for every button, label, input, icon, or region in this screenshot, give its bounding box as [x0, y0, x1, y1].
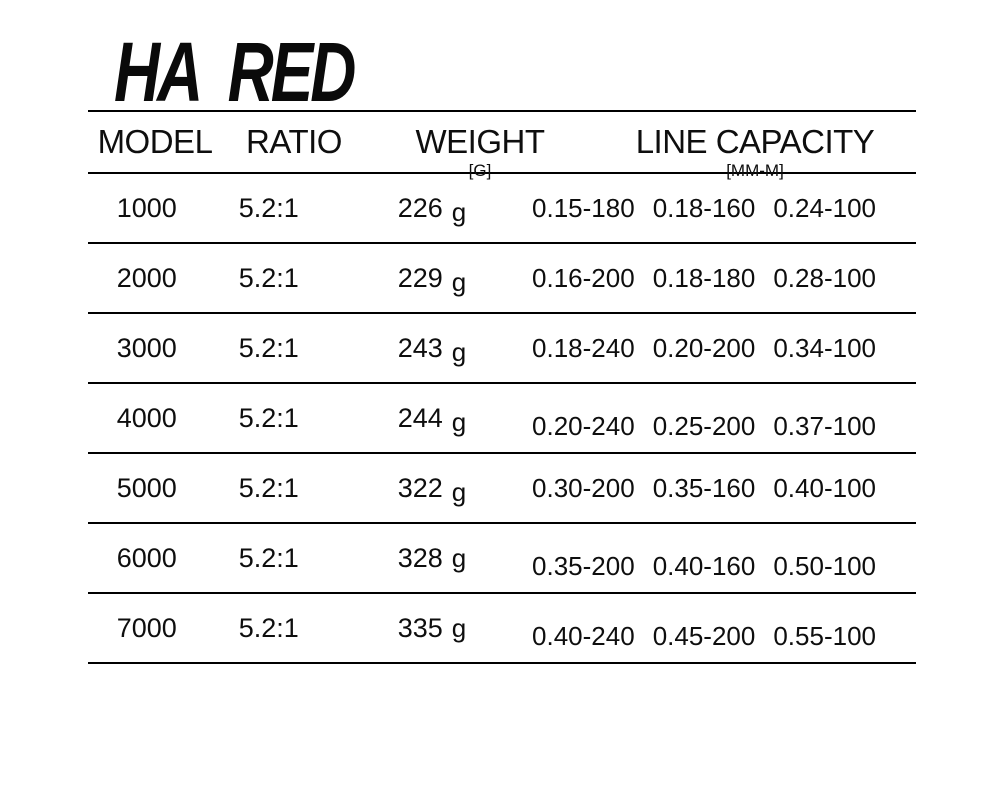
weight-cell: 328 g: [332, 543, 532, 574]
ratio-cell: 5.2:1: [238, 542, 299, 573]
weight-unit: g: [451, 542, 467, 573]
brand-title: HA RED: [114, 25, 356, 119]
weight-unit: g: [451, 476, 467, 507]
ratio-cell: 5.2:1: [238, 262, 299, 293]
header-model: MODEL: [88, 112, 222, 160]
capacity-cell: 0.40-240 0.45-200 0.55-100: [532, 621, 916, 652]
ratio-cell: 5.2:1: [238, 612, 299, 643]
capacity-value-2: 0.40-160: [652, 550, 756, 581]
ratio-cell: 5.2:1: [238, 472, 299, 503]
table-header-row: MODEL RATIO WEIGHT [G] LINE CAPACITY [MM…: [88, 110, 916, 179]
model-cell: 5000: [116, 472, 177, 503]
header-ratio-label: RATIO: [246, 123, 342, 160]
capacity-cell: 0.30-200 0.35-160 0.40-100: [532, 473, 916, 504]
weight-value: 243: [397, 332, 443, 363]
table-row-1000: 1000 5.2:1 226 g 0.15-180 0.18-160 0.24-…: [88, 174, 916, 244]
weight-cell: 244 g: [332, 402, 532, 437]
table-row-6000: 6000 5.2:1 328 g 0.35-200 0.40-160 0.50-…: [88, 524, 916, 594]
ratio-cell: 5.2:1: [238, 192, 299, 223]
capacity-value-2: 0.20-200: [652, 332, 756, 363]
model-cell: 7000: [116, 612, 177, 643]
capacity-value-1: 0.20-240: [532, 410, 635, 441]
model-cell: 3000: [116, 332, 177, 363]
capacity-value-3: 0.55-100: [773, 620, 876, 651]
capacity-value-3: 0.37-100: [773, 410, 876, 441]
capacity-value-2: 0.25-200: [652, 410, 756, 441]
table-row-2000: 2000 5.2:1 229 g 0.16-200 0.18-180 0.28-…: [88, 244, 916, 314]
weight-value: 328: [397, 542, 443, 573]
header-weight-unit: [G]: [468, 160, 492, 180]
header-ratio: RATIO: [222, 112, 366, 160]
weight-cell: 243 g: [332, 332, 532, 367]
weight-value: 322: [397, 472, 443, 503]
table-row-7000: 7000 5.2:1 335 g 0.40-240 0.45-200 0.55-…: [88, 594, 916, 664]
capacity-cell: 0.18-240 0.20-200 0.34-100: [532, 333, 916, 364]
table-row-4000: 4000 5.2:1 244 g 0.20-240 0.25-200 0.37-…: [88, 384, 916, 454]
capacity-value-3: 0.50-100: [773, 550, 876, 581]
capacity-value-3: 0.24-100: [773, 192, 876, 223]
capacity-value-1: 0.15-180: [532, 192, 635, 223]
capacity-value-2: 0.45-200: [652, 620, 756, 651]
model-cell: 2000: [116, 262, 177, 293]
capacity-value-1: 0.40-240: [532, 620, 635, 651]
ratio-cell: 5.2:1: [238, 332, 299, 363]
table-row-5000: 5000 5.2:1 322 g 0.30-200 0.35-160 0.40-…: [88, 454, 916, 524]
weight-cell: 322 g: [332, 472, 532, 507]
capacity-value-2: 0.18-160: [652, 192, 756, 223]
capacity-value-1: 0.16-200: [532, 262, 635, 293]
capacity-cell: 0.16-200 0.18-180 0.28-100: [532, 263, 916, 294]
spec-table: MODEL RATIO WEIGHT [G] LINE CAPACITY [MM…: [88, 110, 916, 664]
capacity-cell: 0.35-200 0.40-160 0.50-100: [532, 551, 916, 582]
table-row-3000: 3000 5.2:1 243 g 0.18-240 0.20-200 0.34-…: [88, 314, 916, 384]
header-weight-label: WEIGHT: [415, 123, 545, 160]
capacity-value-1: 0.18-240: [532, 332, 635, 363]
model-cell: 6000: [116, 542, 177, 573]
weight-cell: 226 g: [332, 192, 532, 227]
weight-unit: g: [451, 336, 467, 367]
header-line-capacity: LINE CAPACITY [MM-M]: [594, 112, 916, 180]
capacity-value-3: 0.40-100: [773, 472, 876, 503]
weight-unit: g: [451, 266, 467, 297]
header-line-capacity-label: LINE CAPACITY: [635, 123, 875, 160]
capacity-value-2: 0.18-180: [652, 262, 756, 293]
weight-value: 229: [397, 262, 443, 293]
capacity-value-3: 0.34-100: [773, 332, 876, 363]
header-model-label: MODEL: [97, 123, 213, 160]
capacity-value-2: 0.35-160: [652, 472, 756, 503]
weight-unit: g: [451, 612, 467, 643]
model-cell: 1000: [116, 192, 177, 223]
weight-cell: 335 g: [332, 613, 532, 644]
capacity-value-1: 0.35-200: [532, 550, 635, 581]
weight-value: 226: [397, 192, 443, 223]
weight-cell: 229 g: [332, 262, 532, 297]
weight-value: 244: [397, 402, 443, 433]
weight-unit: g: [451, 196, 467, 227]
capacity-cell: 0.15-180 0.18-160 0.24-100: [532, 193, 916, 224]
capacity-value-1: 0.30-200: [532, 472, 635, 503]
capacity-cell: 0.20-240 0.25-200 0.37-100: [532, 411, 916, 442]
weight-value: 335: [397, 612, 443, 643]
header-weight: WEIGHT [G]: [366, 112, 594, 180]
weight-unit: g: [451, 406, 467, 437]
ratio-cell: 5.2:1: [238, 402, 299, 433]
header-line-capacity-unit: [MM-M]: [726, 160, 784, 180]
model-cell: 4000: [116, 402, 177, 433]
capacity-value-3: 0.28-100: [773, 262, 876, 293]
